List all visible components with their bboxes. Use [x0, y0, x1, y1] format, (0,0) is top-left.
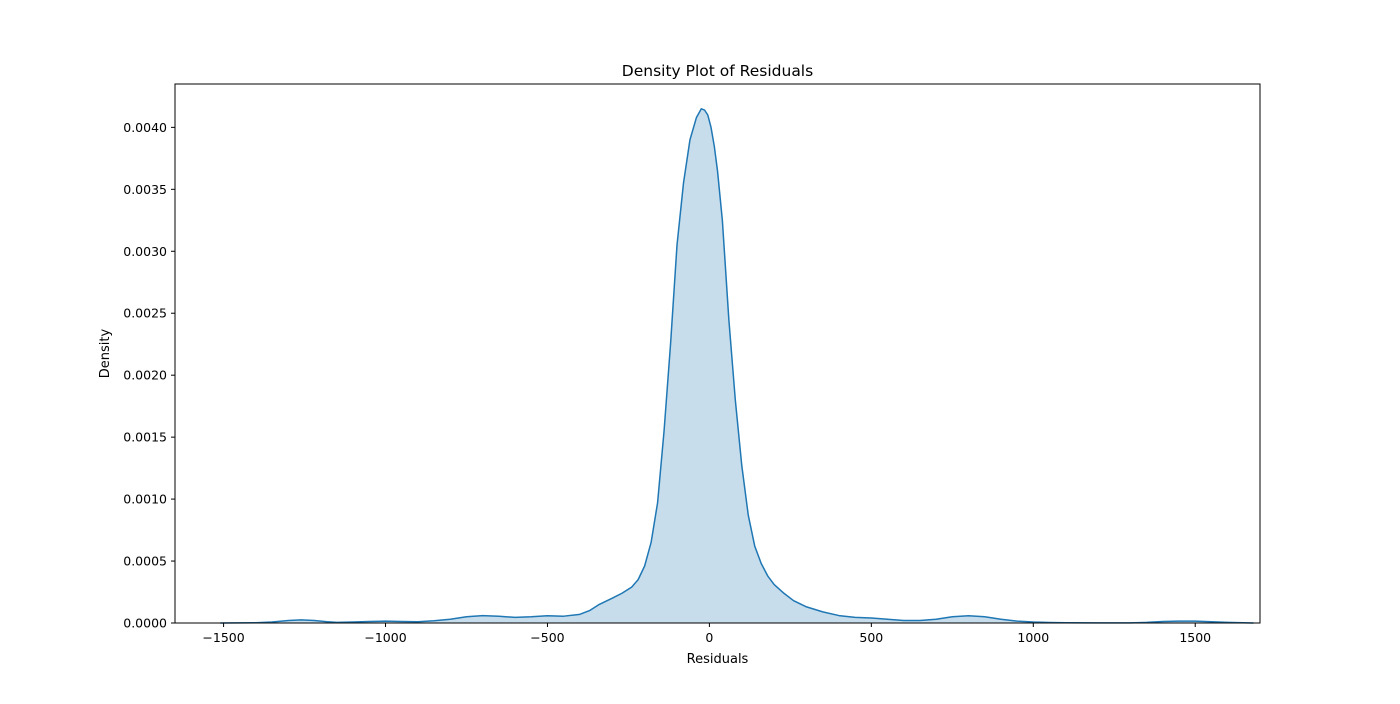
- x-tick-label: 1500: [1179, 630, 1211, 645]
- y-tick-label: 0.0000: [123, 616, 167, 631]
- y-tick-label: 0.0035: [123, 182, 167, 197]
- y-tick-label: 0.0025: [123, 306, 167, 321]
- x-tick-label: −500: [530, 630, 564, 645]
- x-tick-label: 500: [859, 630, 883, 645]
- plot-frame: [174, 83, 1261, 624]
- y-tick-label: 0.0010: [123, 492, 167, 507]
- y-tick-label: 0.0015: [123, 430, 167, 445]
- y-tick-label: 0.0030: [123, 244, 167, 259]
- density-fill-area: [220, 108, 1254, 623]
- x-tick-label: 1000: [1017, 630, 1049, 645]
- x-tick-label: 0: [705, 630, 713, 645]
- y-tick-label: 0.0040: [123, 120, 167, 135]
- y-tick-label: 0.0005: [123, 554, 167, 569]
- y-axis-label: Density: [98, 328, 113, 378]
- chart-title: Density Plot of Residuals: [622, 62, 813, 80]
- x-axis-label: Residuals: [687, 652, 749, 667]
- density-curve-line: [220, 108, 1254, 624]
- y-tick-label: 0.0020: [123, 368, 167, 383]
- x-tick-label: −1000: [364, 630, 406, 645]
- x-tick-label: −1500: [202, 630, 244, 645]
